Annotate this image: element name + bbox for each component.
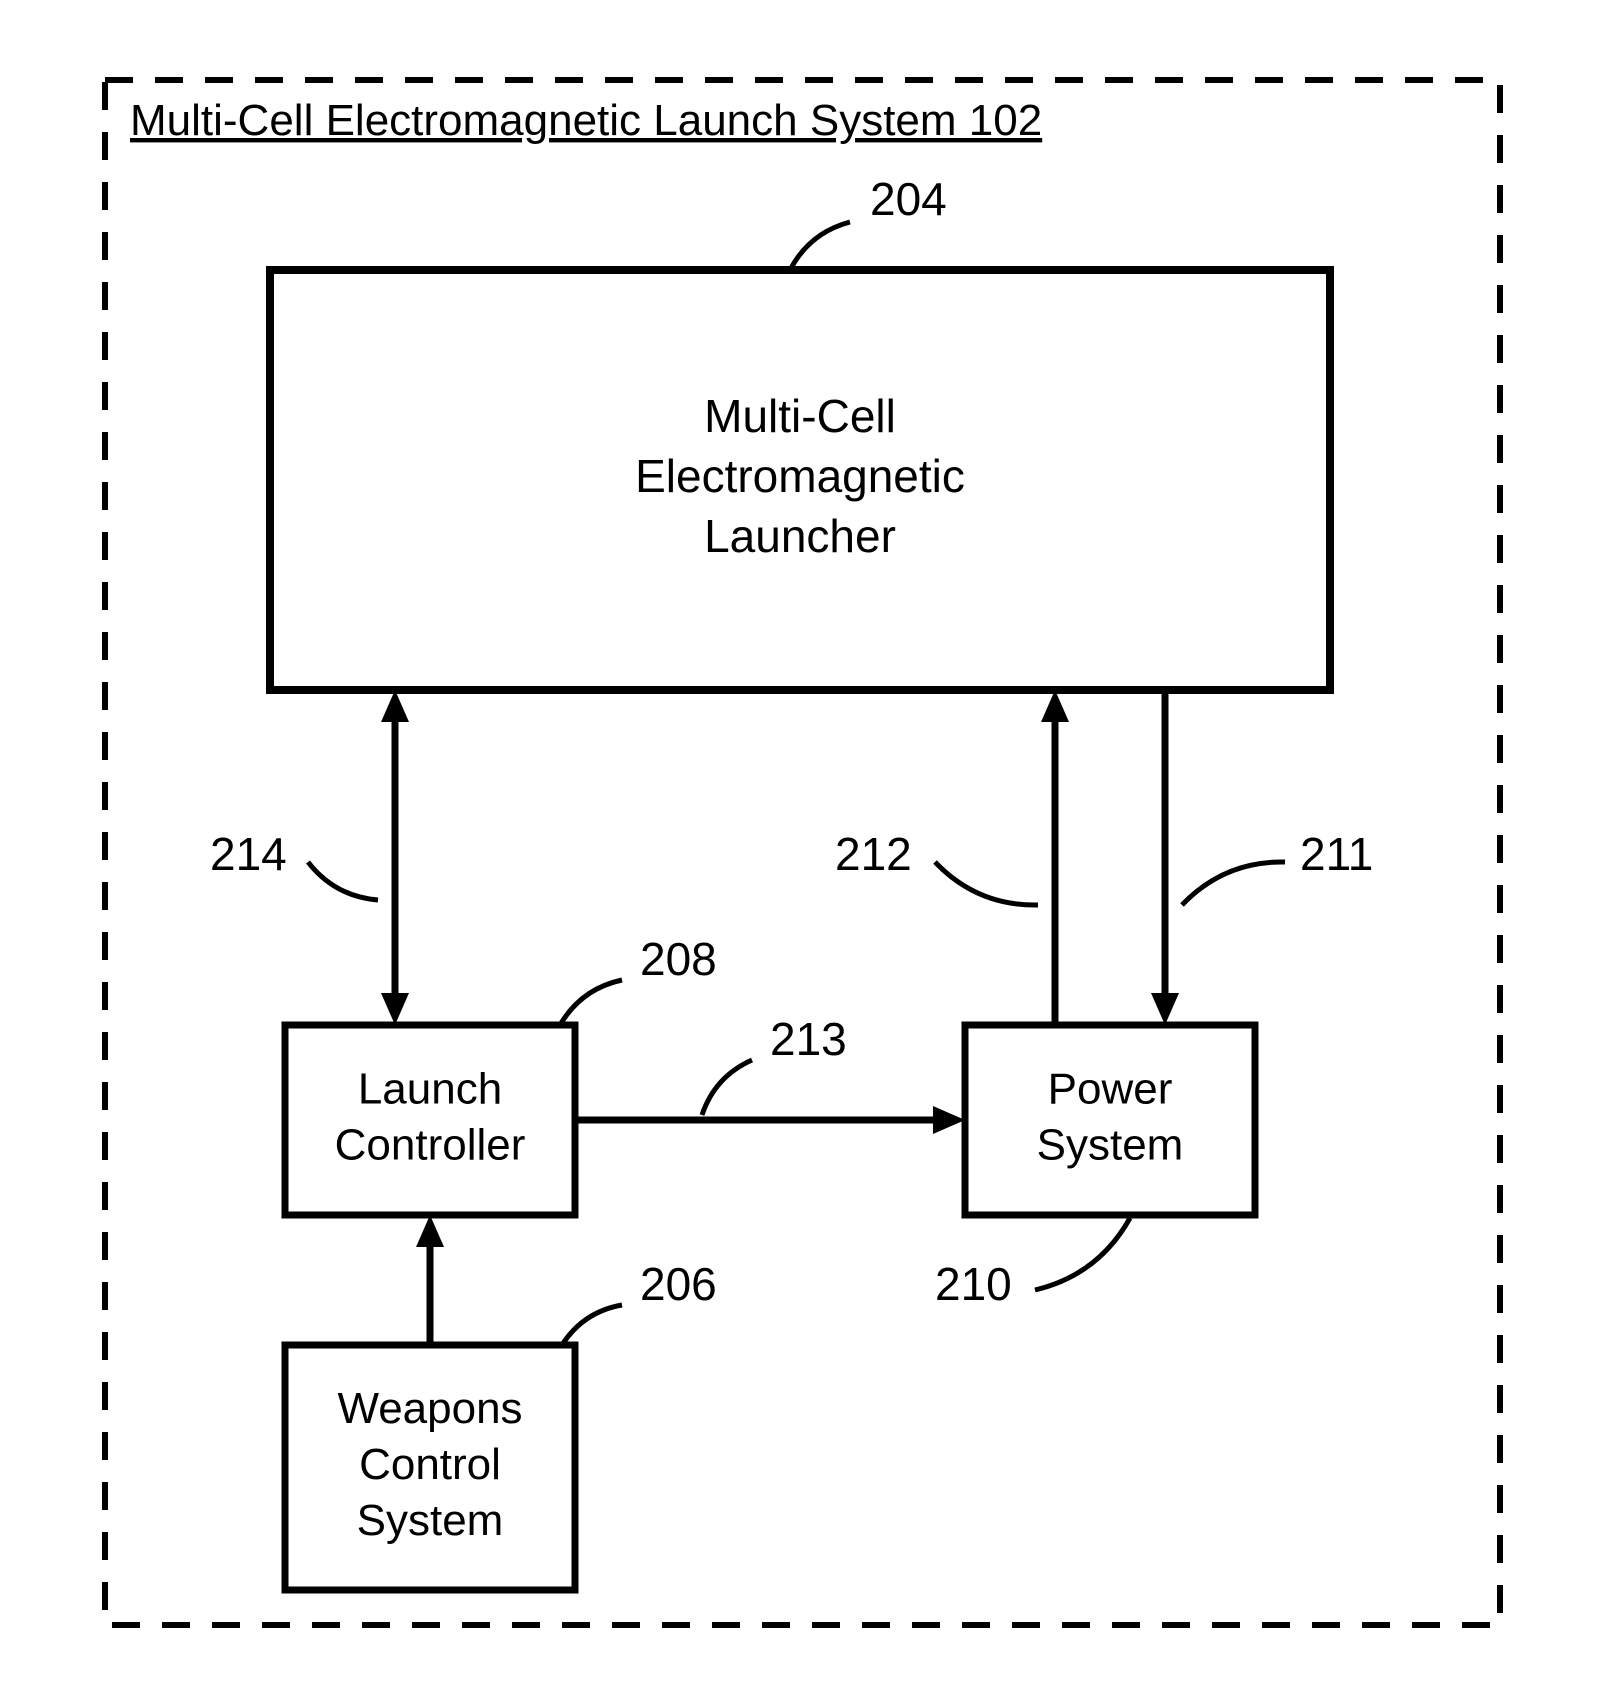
launcher-box-label: Launcher (704, 510, 896, 562)
leader-line (702, 1060, 752, 1115)
weapons-control-box-label: Control (359, 1440, 501, 1489)
leader-line (308, 862, 378, 900)
power-system-box-label: System (1037, 1121, 1184, 1170)
ref-210: 210 (935, 1258, 1012, 1310)
ref-212: 212 (835, 828, 912, 880)
leader-line (790, 222, 850, 270)
ref-214: 214 (210, 828, 287, 880)
system-title: Multi-Cell Electromagnetic Launch System… (130, 96, 1042, 145)
ref-208: 208 (640, 933, 717, 985)
launcher-box-label: Multi-Cell (704, 390, 896, 442)
launcher-box-label: Electromagnetic (635, 450, 965, 502)
leader-line (935, 862, 1038, 905)
power-system-box-label: Power (1048, 1065, 1173, 1114)
leader-line (560, 980, 622, 1025)
ref-213: 213 (770, 1013, 847, 1065)
weapons-control-box-label: Weapons (337, 1384, 522, 1433)
ref-211: 211 (1300, 828, 1373, 880)
ref-204: 204 (870, 173, 947, 225)
diagram-canvas: Multi-Cell Electromagnetic Launch System… (0, 0, 1610, 1693)
launch-controller-box-label: Launch (358, 1065, 502, 1114)
ref-206: 206 (640, 1258, 717, 1310)
leader-line (1035, 1218, 1130, 1290)
leader-line (1182, 862, 1285, 905)
weapons-control-box-label: System (357, 1496, 504, 1545)
launch-controller-box-label: Controller (335, 1121, 526, 1170)
leader-line (562, 1305, 622, 1345)
